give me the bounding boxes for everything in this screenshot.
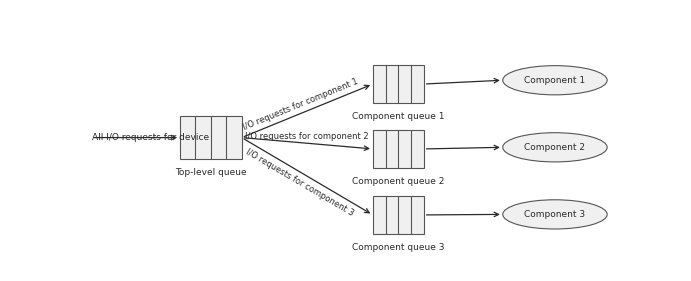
Bar: [373, 65, 424, 103]
Text: Component queue 1: Component queue 1: [352, 112, 444, 121]
Text: All I/O requests for device: All I/O requests for device: [92, 133, 209, 142]
Text: I/O requests for component 3: I/O requests for component 3: [244, 148, 355, 218]
Ellipse shape: [503, 66, 607, 95]
Text: Top-level queue: Top-level queue: [175, 168, 247, 177]
Ellipse shape: [503, 200, 607, 229]
Ellipse shape: [503, 133, 607, 162]
Text: Component 3: Component 3: [524, 210, 585, 219]
Bar: [180, 116, 242, 159]
Bar: [373, 196, 424, 234]
Text: Component queue 3: Component queue 3: [352, 243, 444, 251]
Text: Component 2: Component 2: [524, 143, 585, 152]
Text: I/O requests for component 1: I/O requests for component 1: [241, 76, 359, 132]
Text: Component queue 2: Component queue 2: [352, 176, 444, 185]
Bar: [373, 130, 424, 168]
Text: Component 1: Component 1: [524, 76, 585, 85]
Text: I/O requests for component 2: I/O requests for component 2: [245, 132, 369, 141]
